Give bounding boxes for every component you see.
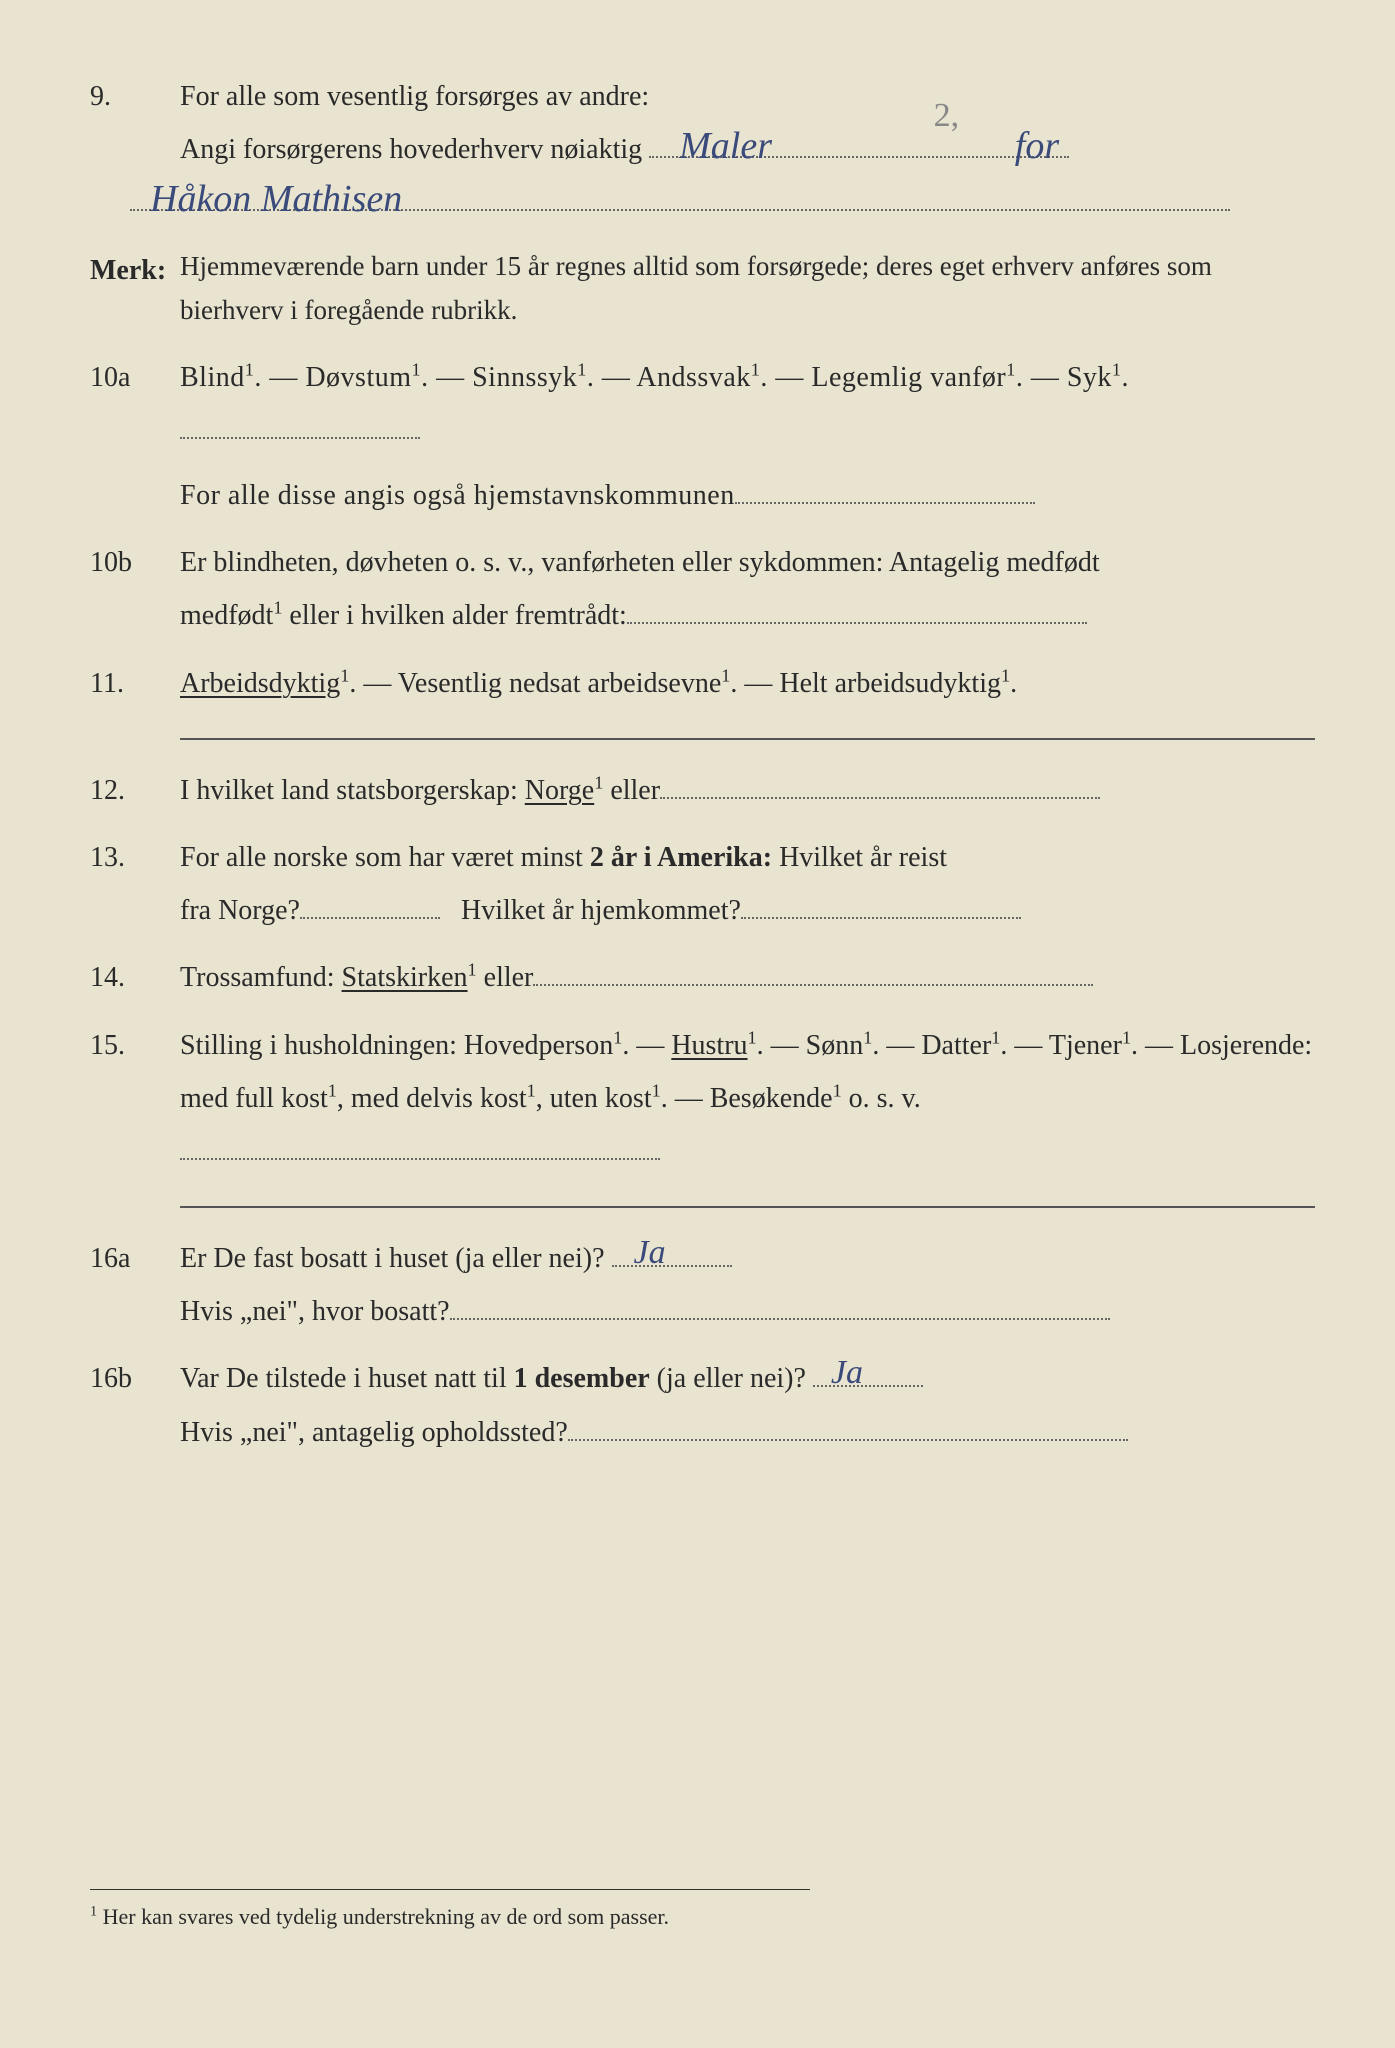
q16b-number: 16b xyxy=(90,1352,180,1458)
q11-number: 11. xyxy=(90,657,180,710)
q9-pencil-note: 2, xyxy=(934,84,960,149)
q10a-options: Blind1. — Døvstum1. — Sinnssyk1. — Andss… xyxy=(180,351,1315,457)
q16b-handwriting: Ja xyxy=(827,1341,867,1406)
q15-content: Stilling i husholdningen: Hovedperson1. … xyxy=(180,1019,1315,1179)
q16a-number: 16a xyxy=(90,1232,180,1338)
question-14: 14. Trossamfund: Statskirken1 eller xyxy=(90,951,1315,1004)
q16b-content: Var De tilstede i huset natt til 1 desem… xyxy=(180,1352,1315,1458)
q9-handwriting-3: Håkon Mathisen xyxy=(150,163,402,235)
question-16b: 16b Var De tilstede i huset natt til 1 d… xyxy=(90,1352,1315,1458)
footnote: 1 Her kan svares ved tydelig understrekn… xyxy=(90,1889,810,1938)
merk-note: Merk: Hjemmeværende barn under 15 år reg… xyxy=(90,244,1315,333)
q10a-number: 10a xyxy=(90,351,180,523)
divider-2 xyxy=(180,1206,1315,1208)
q12-number: 12. xyxy=(90,764,180,817)
question-10a: 10a Blind1. — Døvstum1. — Sinnssyk1. — A… xyxy=(90,351,1315,523)
merk-text: Hjemmeværende barn under 15 år regnes al… xyxy=(180,244,1315,333)
q11-content: Arbeidsdyktig1. — Vesentlig nedsat arbei… xyxy=(180,657,1315,710)
question-13: 13. For alle norske som har været minst … xyxy=(90,831,1315,937)
q14-content: Trossamfund: Statskirken1 eller xyxy=(180,951,1315,1004)
q16a-handwriting: Ja xyxy=(630,1221,670,1286)
question-16a: 16a Er De fast bosatt i huset (ja eller … xyxy=(90,1232,1315,1338)
question-9: 9. For alle som vesentlig forsørges av a… xyxy=(90,70,1315,230)
question-11: 11. Arbeidsdyktig1. — Vesentlig nedsat a… xyxy=(90,657,1315,710)
q13-number: 13. xyxy=(90,831,180,937)
question-15: 15. Stilling i husholdningen: Hovedperso… xyxy=(90,1019,1315,1179)
q15-number: 15. xyxy=(90,1019,180,1179)
q11-selected: Arbeidsdyktig xyxy=(180,668,340,699)
q10a-content: Blind1. — Døvstum1. — Sinnssyk1. — Andss… xyxy=(180,351,1315,523)
q16b-line2: Hvis „nei", antagelig opholdssted? xyxy=(180,1406,1315,1459)
q16a-content: Er De fast bosatt i huset (ja eller nei)… xyxy=(180,1232,1315,1338)
q12-selected: Norge xyxy=(525,775,594,806)
q16b-line1: Var De tilstede i huset natt til 1 desem… xyxy=(180,1352,1315,1405)
q10b-number: 10b xyxy=(90,536,180,642)
q14-number: 14. xyxy=(90,951,180,1004)
census-form-page: 9. For alle som vesentlig forsørges av a… xyxy=(0,0,1395,2048)
merk-label: Merk: xyxy=(90,244,180,333)
q16a-line2: Hvis „nei", hvor bosatt? xyxy=(180,1285,1315,1338)
q9-content: For alle som vesentlig forsørges av andr… xyxy=(180,70,1315,230)
q12-content: I hvilket land statsborgerskap: Norge1 e… xyxy=(180,764,1315,817)
q10b-content: Er blindheten, døvheten o. s. v., vanfør… xyxy=(180,536,1315,642)
q16a-line1: Er De fast bosatt i huset (ja eller nei)… xyxy=(180,1232,1315,1285)
q9-line3: Håkon Mathisen xyxy=(130,176,1315,229)
q9-handwriting-2: for xyxy=(1015,110,1059,182)
q14-selected: Statskirken xyxy=(342,962,468,993)
question-10b: 10b Er blindheten, døvheten o. s. v., va… xyxy=(90,536,1315,642)
q9-handwriting-1: Maler xyxy=(679,110,772,182)
q10a-line2: For alle disse angis også hjemstavnskomm… xyxy=(180,469,1315,522)
q15-selected: Hustru xyxy=(671,1030,747,1061)
divider-1 xyxy=(180,738,1315,740)
q13-content: For alle norske som har været minst 2 år… xyxy=(180,831,1315,937)
question-12: 12. I hvilket land statsborgerskap: Norg… xyxy=(90,764,1315,817)
